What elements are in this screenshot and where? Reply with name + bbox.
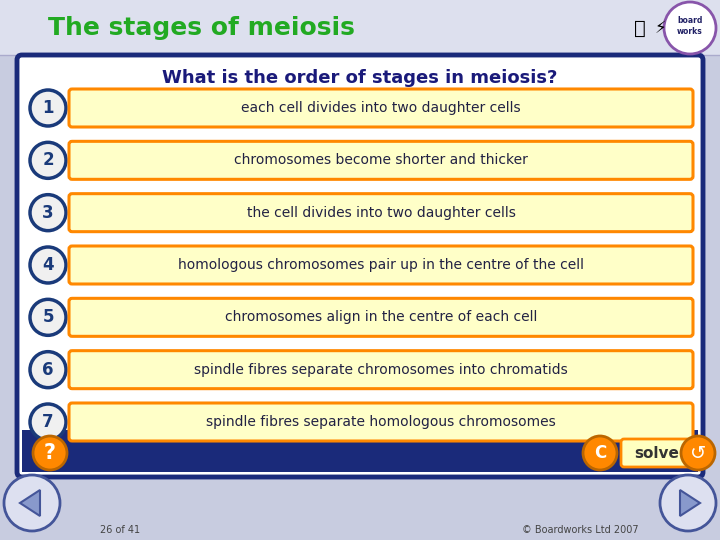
- FancyBboxPatch shape: [69, 350, 693, 389]
- Circle shape: [30, 90, 66, 126]
- Text: board
works: board works: [677, 16, 703, 36]
- Circle shape: [664, 2, 716, 54]
- Text: 2: 2: [42, 151, 54, 170]
- Circle shape: [30, 143, 66, 178]
- Polygon shape: [680, 490, 700, 516]
- Circle shape: [681, 436, 715, 470]
- Polygon shape: [20, 490, 40, 516]
- FancyBboxPatch shape: [69, 194, 693, 232]
- Text: © Boardworks Ltd 2007: © Boardworks Ltd 2007: [522, 525, 639, 535]
- Text: 1: 1: [42, 99, 54, 117]
- Circle shape: [4, 475, 60, 531]
- Text: solve: solve: [634, 446, 680, 461]
- Text: the cell divides into two daughter cells: the cell divides into two daughter cells: [246, 206, 516, 220]
- FancyBboxPatch shape: [69, 298, 693, 336]
- Text: 4: 4: [42, 256, 54, 274]
- Text: 7: 7: [42, 413, 54, 431]
- FancyBboxPatch shape: [69, 89, 693, 127]
- Text: 3: 3: [42, 204, 54, 221]
- FancyBboxPatch shape: [17, 55, 703, 477]
- FancyBboxPatch shape: [621, 439, 693, 467]
- Text: ⚡: ⚡: [654, 19, 666, 37]
- Text: spindle fibres separate chromosomes into chromatids: spindle fibres separate chromosomes into…: [194, 363, 568, 377]
- Text: The stages of meiosis: The stages of meiosis: [48, 16, 355, 40]
- FancyBboxPatch shape: [22, 430, 698, 472]
- Text: 6: 6: [42, 361, 54, 379]
- Text: 📋: 📋: [634, 18, 646, 37]
- Polygon shape: [27, 435, 693, 472]
- FancyBboxPatch shape: [0, 0, 720, 55]
- Text: spindle fibres separate homologous chromosomes: spindle fibres separate homologous chrom…: [206, 415, 556, 429]
- Text: chromosomes become shorter and thicker: chromosomes become shorter and thicker: [234, 153, 528, 167]
- Circle shape: [30, 194, 66, 231]
- Circle shape: [30, 247, 66, 283]
- Circle shape: [583, 436, 617, 470]
- FancyBboxPatch shape: [69, 403, 693, 441]
- Text: chromosomes align in the centre of each cell: chromosomes align in the centre of each …: [225, 310, 537, 325]
- FancyBboxPatch shape: [69, 246, 693, 284]
- Text: C: C: [594, 444, 606, 462]
- Text: homologous chromosomes pair up in the centre of the cell: homologous chromosomes pair up in the ce…: [178, 258, 584, 272]
- Circle shape: [30, 404, 66, 440]
- Circle shape: [33, 436, 67, 470]
- Text: ↺: ↺: [690, 443, 706, 462]
- Text: each cell divides into two daughter cells: each cell divides into two daughter cell…: [241, 101, 521, 115]
- Text: 5: 5: [42, 308, 54, 326]
- Text: What is the order of stages in meiosis?: What is the order of stages in meiosis?: [162, 69, 558, 87]
- Text: 26 of 41: 26 of 41: [100, 525, 140, 535]
- Circle shape: [30, 352, 66, 388]
- FancyBboxPatch shape: [69, 141, 693, 179]
- Text: ?: ?: [44, 443, 56, 463]
- Circle shape: [30, 299, 66, 335]
- Circle shape: [660, 475, 716, 531]
